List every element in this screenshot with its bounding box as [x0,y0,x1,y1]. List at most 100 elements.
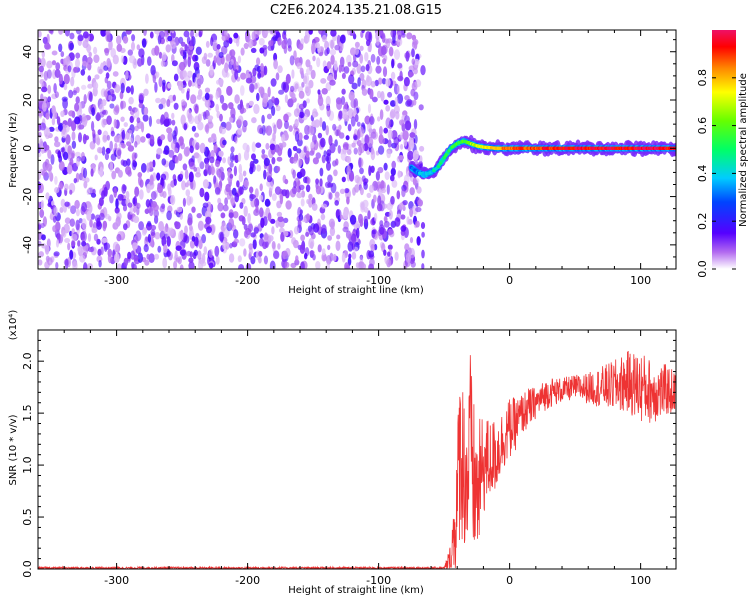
noise-cell [390,30,396,38]
noise-cell [64,258,69,269]
x-tick-label: -300 [104,274,129,287]
noise-cell [358,157,362,169]
noise-cell [339,34,346,44]
noise-cell [328,192,333,200]
noise-cell [347,108,354,120]
noise-cell [51,50,58,56]
noise-cell [183,146,190,157]
noise-cell [305,213,311,222]
noise-cell [167,250,171,257]
noise-cell [397,75,404,82]
noise-cell [391,179,398,188]
noise-cell [329,226,336,237]
noise-cell [245,263,252,269]
noise-cell [103,65,109,71]
noise-cell [218,231,225,242]
noise-cell [200,260,207,267]
noise-cell [258,86,265,95]
noise-cell [341,252,346,263]
noise-cell [353,98,359,109]
noise-cell [263,65,268,76]
noise-cell [354,41,360,48]
noise-cell [89,91,93,103]
noise-cell [370,53,376,63]
noise-cell [421,263,425,269]
noise-cell [75,219,80,231]
noise-cell [116,212,122,221]
noise-cell [249,83,255,93]
noise-cell [184,225,188,234]
noise-cell [287,148,292,158]
noise-cell [233,61,239,72]
noise-cell [240,85,245,96]
noise-cell [82,31,89,39]
noise-cell [281,134,286,143]
noise-cell [340,96,346,105]
noise-cell [281,189,288,197]
colorbar-ticks: 0.0 0.2 0.4 0.6 0.8 [696,69,736,278]
noise-cell [103,242,111,250]
noise-cell [39,122,46,131]
y-tick-label: 0.5 [21,508,34,526]
noise-cell [268,181,274,192]
colorbar-label: Normalized spectral amplitude [738,73,749,227]
noise-cell [146,183,151,194]
snr-ticks: -300 -200 -100 0 100 0.0 0.5 1.0 1.5 2.0 [21,330,676,587]
noise-cell [143,244,149,253]
noise-cell [370,80,376,88]
noise-cell [94,133,100,145]
noise-cell [128,105,133,111]
noise-cell [60,51,65,58]
noise-cell [72,90,77,96]
noise-cell [390,109,396,119]
noise-cell [373,212,378,222]
noise-cell [222,240,227,250]
noise-cell [193,249,198,256]
noise-cell [358,213,363,224]
noise-cell [127,145,135,152]
noise-cell [121,143,126,149]
noise-cell [339,188,346,194]
noise-cell [342,226,349,233]
noise-cell [175,257,181,263]
noise-cell [198,31,202,38]
noise-cell [294,83,299,90]
noise-cell [378,145,385,155]
noise-cell [197,154,202,164]
noise-cell [186,36,191,45]
noise-cell [211,133,217,140]
noise-cell [394,251,399,261]
noise-cell [157,245,162,253]
noise-cell [186,108,192,120]
noise-cell [243,223,248,231]
noise-cell [186,195,192,206]
noise-cell [92,188,96,195]
noise-cell [132,197,136,205]
noise-cell [218,78,224,86]
noise-cell [222,204,229,212]
noise-cell [141,38,147,48]
noise-cell [230,59,234,66]
noise-cell [216,44,221,50]
noise-cell [323,150,327,157]
noise-cell [267,44,274,52]
noise-cell [45,112,50,120]
noise-cell [177,80,184,91]
noise-cell [245,32,251,43]
noise-cell [326,61,332,70]
noise-cell [367,103,372,114]
noise-cell [174,156,179,164]
noise-cell [186,250,192,257]
noise-cell [236,119,242,126]
noise-cell [356,129,360,141]
noise-cell [52,109,58,120]
noise-cell [175,245,182,251]
noise-cell [269,30,274,35]
noise-cell [283,217,289,224]
noise-cell [329,39,335,49]
noise-cell [406,32,413,40]
noise-cell [62,151,69,161]
noise-cell [87,75,92,82]
noise-cell [116,35,122,45]
noise-cell [179,61,186,71]
